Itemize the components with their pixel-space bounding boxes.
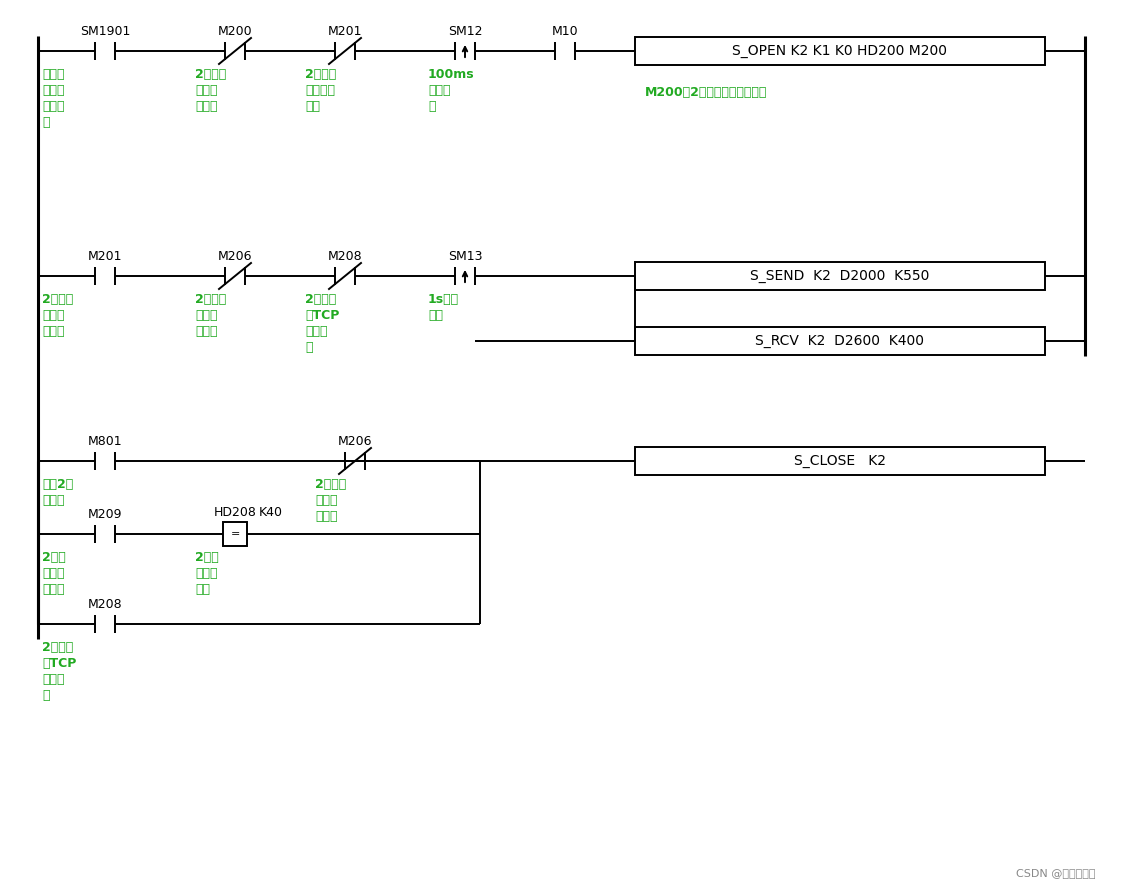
- Text: M206: M206: [218, 250, 252, 263]
- Text: 1s时钟
脉冲: 1s时钟 脉冲: [428, 293, 459, 322]
- Text: S_OPEN K2 K1 K0 HD200 M200: S_OPEN K2 K1 K0 HD200 M200: [733, 44, 948, 58]
- Bar: [635, 327, 1045, 355]
- Bar: [635, 447, 1045, 475]
- Text: CSDN @郑人非君子: CSDN @郑人非君子: [1015, 868, 1095, 878]
- Text: S_RCV  K2  D2600  K400: S_RCV K2 D2600 K400: [755, 334, 924, 348]
- Text: S_CLOSE   K2: S_CLOSE K2: [795, 454, 886, 468]
- Text: 2号套接
字关闭
中标志: 2号套接 字关闭 中标志: [195, 293, 227, 338]
- Text: 2号套接
字关闭
中标志: 2号套接 字关闭 中标志: [316, 478, 346, 523]
- Bar: [223, 522, 247, 546]
- Text: 2号套
接字错
误码: 2号套 接字错 误码: [195, 551, 219, 596]
- Bar: [635, 37, 1045, 65]
- Text: M209: M209: [88, 508, 122, 521]
- Text: 2号套接
字TCP
异常标
志: 2号套接 字TCP 异常标 志: [305, 293, 339, 354]
- Text: 2号套
接字错
误标志: 2号套 接字错 误标志: [42, 551, 65, 596]
- Text: 关闭2号
套接字: 关闭2号 套接字: [42, 478, 73, 507]
- Text: M201: M201: [88, 250, 122, 263]
- Text: M10: M10: [552, 25, 578, 38]
- Text: M208: M208: [88, 598, 123, 611]
- Text: 2号套接
字已连
接标志: 2号套接 字已连 接标志: [42, 293, 73, 338]
- Text: 2号套接
字连接
中标志: 2号套接 字连接 中标志: [195, 68, 227, 113]
- Text: M200：2号套接字连接中标志: M200：2号套接字连接中标志: [645, 86, 767, 99]
- Text: M801: M801: [88, 435, 123, 448]
- Text: =: =: [230, 529, 240, 539]
- Text: HD208: HD208: [213, 506, 257, 519]
- Text: SM1901: SM1901: [80, 25, 131, 38]
- Text: SM12: SM12: [447, 25, 482, 38]
- Text: 以太网
初始化
网络标
志: 以太网 初始化 网络标 志: [42, 68, 64, 129]
- Text: M200: M200: [218, 25, 252, 38]
- Text: SM13: SM13: [447, 250, 482, 263]
- Text: M206: M206: [338, 435, 372, 448]
- Text: K40: K40: [259, 506, 283, 519]
- Text: 2号套接
字TCP
异常标
志: 2号套接 字TCP 异常标 志: [42, 641, 77, 702]
- Text: S_SEND  K2  D2000  K550: S_SEND K2 D2000 K550: [751, 269, 930, 283]
- Text: M208: M208: [328, 250, 362, 263]
- Text: 100ms
时钟脉
冲: 100ms 时钟脉 冲: [428, 68, 474, 113]
- Text: 2号套接
字已连接
标志: 2号套接 字已连接 标志: [305, 68, 336, 113]
- Text: M201: M201: [328, 25, 362, 38]
- Bar: [635, 262, 1045, 290]
